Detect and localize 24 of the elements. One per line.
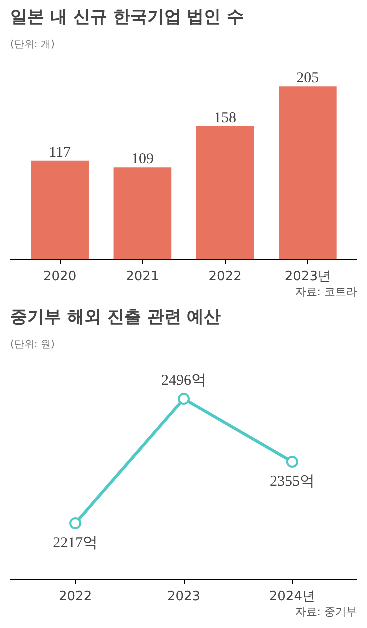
x-tick-label: 2023년: [284, 270, 331, 284]
chart-title: 일본 내 신규 한국기업 법인 수: [10, 8, 244, 28]
x-tick-label: 2022: [208, 270, 242, 284]
data-label: 158: [214, 110, 237, 126]
data-label: 2217억: [53, 536, 98, 552]
x-tick-label: 2024년: [269, 590, 316, 604]
data-label: 2355억: [270, 474, 315, 490]
text: 자료: 중기부: [295, 606, 358, 618]
data-label: 205: [296, 70, 320, 87]
x-tick-label: 2021: [126, 270, 160, 284]
bar: [114, 168, 172, 260]
x-tick-label: 2022: [59, 590, 92, 604]
chart-title: 중기부 해외 진출 관련 예산: [10, 308, 222, 328]
bar: [196, 126, 254, 260]
data-label: 109: [131, 152, 154, 168]
data-label: 117: [49, 144, 72, 161]
chart-subtitle: (단위: 원): [10, 340, 55, 350]
chart-subtitle: (단위: 개): [10, 40, 55, 50]
bar: [279, 86, 337, 260]
text: 자료: 코트라: [295, 286, 358, 298]
bar: [31, 160, 89, 260]
data-label: 2496억: [162, 373, 206, 390]
x-tick-label: 2020: [44, 270, 77, 284]
x-tick-label: 2023: [167, 590, 201, 604]
